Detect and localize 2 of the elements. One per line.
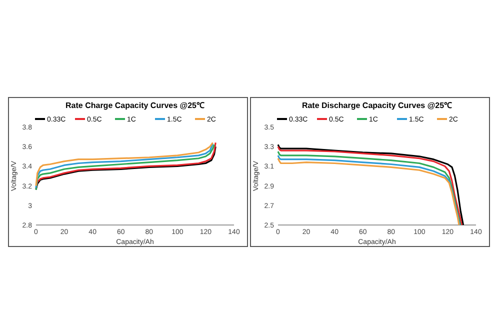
chart-title: Rate Charge Capacity Curves @25℃: [66, 101, 204, 110]
chart-title: Rate Discharge Capacity Curves @25℃: [302, 101, 452, 110]
